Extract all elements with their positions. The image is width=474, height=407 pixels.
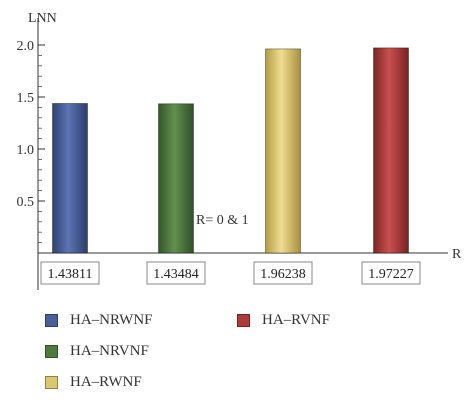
value-label: 1.43811 <box>48 267 93 282</box>
value-label: 1.97227 <box>368 267 414 282</box>
value-labels: 1.43811 1.43484 1.96238 1.97227 <box>40 261 421 285</box>
y-tick-label: 0.5 <box>17 195 35 210</box>
y-axis-label: LNN <box>28 11 57 26</box>
value-label-box <box>146 261 206 285</box>
bars <box>52 47 409 254</box>
bar-ha-rvnf <box>373 47 409 254</box>
y-tick-label: 1.0 <box>17 143 35 158</box>
annotation: R= 0 & 1 <box>196 213 249 228</box>
value-label: 1.96238 <box>260 267 306 282</box>
bar-ha-nrwnf <box>52 103 88 254</box>
y-tick-label: 1.5 <box>17 91 35 106</box>
y-tick-label: 2.0 <box>17 39 35 54</box>
value-label-box <box>361 261 421 285</box>
bar-ha-nrvnf <box>158 103 194 254</box>
axes: 0.5 1.0 1.5 2.0 LNN R R= 0 & 1 <box>17 11 462 290</box>
value-label: 1.43484 <box>153 267 199 282</box>
x-axis-label: R <box>452 247 462 262</box>
value-label-box <box>40 261 100 285</box>
bar-ha-rwnf <box>265 48 301 254</box>
value-label-box <box>253 261 313 285</box>
